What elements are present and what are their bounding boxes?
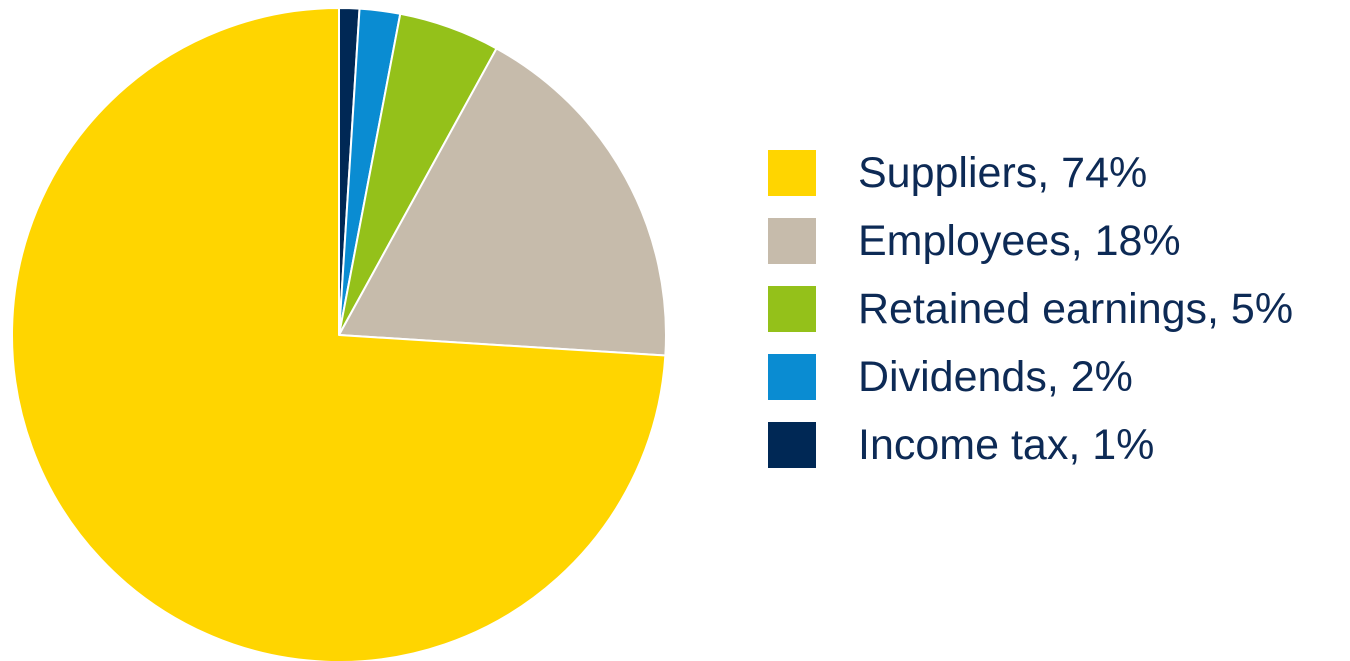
legend-label: Income tax, 1% (858, 420, 1155, 469)
pie-chart (11, 7, 667, 661)
pie-slice-employees (338, 47, 667, 357)
pie-slice-suppliers (11, 7, 667, 661)
legend-label: Dividends, 2% (858, 352, 1133, 401)
legend-swatch (768, 422, 816, 468)
legend-swatch (768, 150, 816, 196)
legend-swatch (768, 218, 816, 264)
legend-item-income-tax: Income tax, 1% (768, 411, 1293, 479)
legend-label: Retained earnings, 5% (858, 284, 1294, 333)
legend: Suppliers, 74% Employees, 18% Retained e… (768, 139, 1293, 479)
legend-item-retained-earnings: Retained earnings, 5% (768, 275, 1293, 343)
legend-item-dividends: Dividends, 2% (768, 343, 1293, 411)
legend-swatch (768, 354, 816, 400)
legend-swatch (768, 286, 816, 332)
legend-item-suppliers: Suppliers, 74% (768, 139, 1293, 207)
legend-label: Suppliers, 74% (858, 148, 1148, 197)
legend-label: Employees, 18% (858, 216, 1181, 265)
legend-item-employees: Employees, 18% (768, 207, 1293, 275)
